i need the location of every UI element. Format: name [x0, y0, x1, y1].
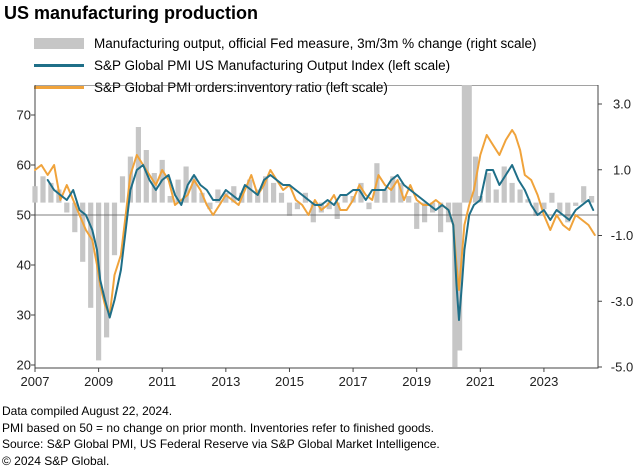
bar: [390, 176, 396, 203]
bar: [589, 196, 595, 203]
y-right-tick-label: -1.0: [611, 228, 633, 243]
bar: [366, 202, 372, 210]
bar: [573, 202, 579, 206]
y-left-tick-label: 50: [17, 208, 31, 223]
bar: [517, 189, 523, 203]
legend-item-pmi: S&P Global PMI US Manufacturing Output I…: [34, 54, 536, 76]
bar: [48, 182, 54, 203]
x-tick-label: 2015: [275, 374, 304, 389]
bar: [88, 202, 94, 308]
bar: [294, 202, 300, 210]
x-tick-label: 2009: [84, 374, 113, 389]
legend-label-ratio: S&P Global PMI orders:inventory ratio (l…: [94, 79, 388, 95]
x-tick-label: 2017: [339, 374, 368, 389]
bar: [565, 202, 571, 223]
y-left-tick-label: 40: [17, 258, 31, 273]
bar: [80, 202, 86, 262]
bar: [231, 186, 237, 203]
bar: [207, 202, 213, 210]
bar: [199, 192, 205, 203]
y-left-tick-label: 30: [17, 308, 31, 323]
bar: [104, 202, 110, 338]
legend-swatch-ratio: [34, 85, 84, 89]
bar: [452, 202, 458, 367]
bar: [111, 202, 118, 256]
pmi-line: [46, 164, 595, 321]
bar: [64, 202, 70, 213]
y-left-tick-label: 70: [17, 108, 31, 123]
bar: [501, 166, 507, 203]
bar: [485, 173, 491, 203]
bar: [581, 186, 587, 203]
bar: [342, 196, 348, 203]
bar: [135, 127, 141, 203]
bar: [525, 199, 531, 203]
bar: [32, 186, 38, 203]
plot-frame: [34, 85, 599, 369]
bar: [533, 202, 539, 216]
chart-title: US manufacturing production: [4, 3, 258, 23]
bar: [334, 202, 340, 219]
bar: [167, 196, 173, 203]
legend: Manufacturing output, official Fed measu…: [34, 32, 536, 98]
bar: [541, 202, 547, 210]
legend-swatch-pmi: [34, 63, 84, 67]
bar: [255, 189, 261, 203]
bar: [96, 202, 102, 361]
bar: [175, 179, 181, 203]
y-left-tick-label: 20: [17, 358, 31, 373]
bar: [247, 179, 253, 203]
legend-item-bars: Manufacturing output, official Fed measu…: [34, 32, 536, 54]
bar: [215, 189, 221, 203]
bar: [382, 189, 388, 203]
bar: [263, 176, 269, 203]
bar: [310, 202, 316, 223]
bar: [183, 166, 189, 203]
bar: [72, 202, 78, 233]
x-tick-label: 2023: [529, 374, 558, 389]
y-right-tick-label: -5.0: [611, 360, 633, 375]
bar: [326, 202, 332, 210]
bar: [119, 176, 126, 203]
y-right-tick-label: -3.0: [611, 294, 633, 309]
footnote-pmi-note: PMI based on 50 = no change on prior mon…: [2, 420, 434, 435]
x-tick-label: 2019: [402, 374, 431, 389]
bar: [509, 182, 515, 203]
bar: [286, 202, 293, 216]
footnote-compiled: Data compiled August 22, 2024.: [2, 404, 173, 418]
legend-label-pmi: S&P Global PMI US Manufacturing Output I…: [94, 57, 451, 73]
bar: [278, 192, 285, 203]
footnote-source: Source: S&P Global PMI, US Federal Reser…: [2, 437, 440, 451]
legend-label-bars: Manufacturing output, official Fed measu…: [94, 35, 537, 51]
legend-swatch-bars: [34, 37, 84, 49]
bar: [414, 202, 420, 229]
bar: [422, 202, 428, 223]
y-right-tick-label: 3.0: [613, 97, 631, 112]
y-left-tick-label: 60: [17, 158, 31, 173]
bar: [271, 182, 277, 203]
y-right-tick-label: 1.0: [613, 162, 631, 177]
bar: [461, 85, 467, 203]
bar: [493, 189, 499, 203]
chart-area: 20 30 40 50 60 70 3.0 1.0 -1.0 -3.0 -5.0 2007 2009 20…: [17, 85, 633, 389]
x-tick-label: 2007: [21, 374, 50, 389]
bar: [223, 192, 229, 203]
x-tick-label: 2011: [148, 374, 176, 389]
bar: [143, 150, 149, 203]
bar: [191, 176, 197, 203]
ratio-line: [34, 129, 596, 316]
bar: [406, 196, 412, 203]
bar: [40, 176, 46, 203]
bar: [466, 85, 472, 203]
legend-item-ratio: S&P Global PMI orders:inventory ratio (l…: [34, 76, 536, 98]
bar: [557, 202, 563, 213]
bar: [318, 202, 324, 213]
bar: [438, 202, 444, 233]
footnotes: Data compiled August 22, 2024. PMI based…: [2, 403, 440, 469]
x-tick-label: 2013: [211, 374, 240, 389]
footnote-copyright: © 2024 S&P Global.: [2, 453, 110, 468]
x-tick-label: 2021: [466, 374, 495, 389]
bar: [549, 192, 555, 203]
